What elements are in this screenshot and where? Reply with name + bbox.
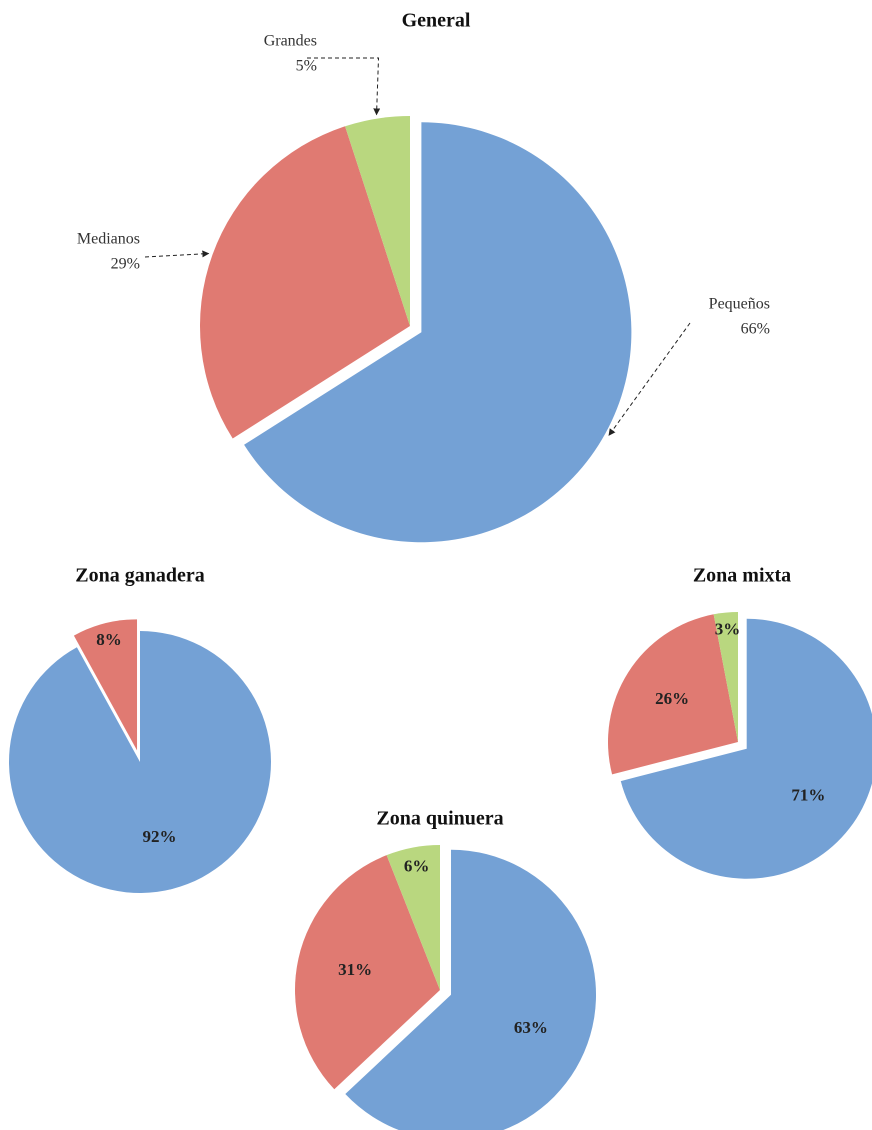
pie-slice <box>386 845 440 990</box>
pie-slice <box>620 618 872 879</box>
pie-slice <box>8 631 271 893</box>
chart-title: Zona quinuera <box>376 808 503 830</box>
leader-arrow <box>144 250 210 258</box>
value-label: 92% <box>143 827 177 846</box>
chart-title: General <box>402 10 471 32</box>
leader-arrow <box>608 322 691 436</box>
pie-slice <box>73 619 138 751</box>
value-label: 31% <box>338 960 372 979</box>
value-label: 3% <box>715 620 741 639</box>
value-label: 29% <box>111 256 140 273</box>
value-label: 63% <box>514 1018 548 1037</box>
value-label: 5% <box>296 58 317 75</box>
value-label: 26% <box>655 689 689 708</box>
category-label: Grandes <box>264 33 317 50</box>
category-label: Pequeños <box>709 296 770 313</box>
value-label: 71% <box>791 785 825 804</box>
pie-slice <box>345 116 410 326</box>
value-label: 8% <box>96 630 122 649</box>
leader-arrow <box>307 57 381 116</box>
pie-slice <box>244 122 632 543</box>
pie-slice <box>200 126 410 439</box>
chart-title: Zona mixta <box>693 565 791 587</box>
pie-slice <box>295 855 440 1090</box>
pie-slice <box>713 612 738 742</box>
value-label: 6% <box>404 856 430 875</box>
value-label: 66% <box>741 321 770 338</box>
pie-slice <box>345 849 597 1130</box>
category-label: Medianos <box>77 231 140 248</box>
chart-title: Zona ganadera <box>75 565 204 587</box>
pie-slice <box>607 614 738 775</box>
